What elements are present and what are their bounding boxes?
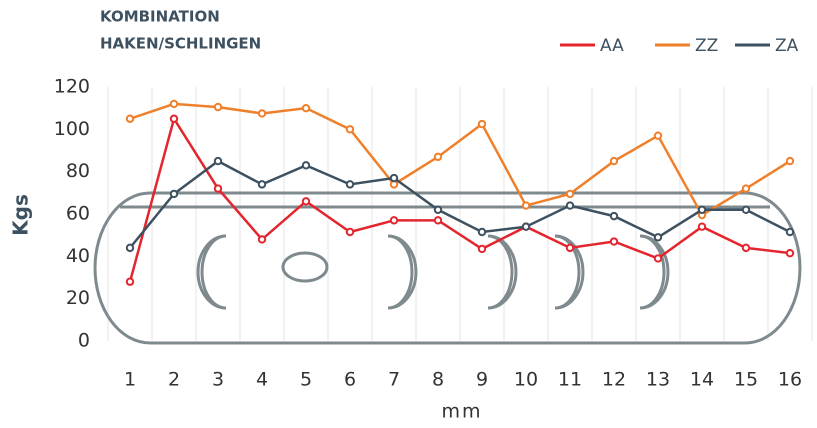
legend-label: ZA — [775, 36, 799, 56]
x-tick-label: 8 — [432, 369, 444, 391]
x-tick-label: 2 — [168, 369, 180, 391]
data-point — [259, 110, 265, 116]
data-point — [743, 245, 749, 251]
data-point — [611, 158, 617, 164]
y-tick-label: 120 — [54, 76, 90, 98]
legend-label: AA — [600, 36, 624, 56]
x-tick-label: 5 — [300, 369, 312, 391]
data-point — [435, 207, 441, 213]
data-point — [347, 126, 353, 132]
x-tick-label: 12 — [602, 369, 626, 391]
data-point — [215, 158, 221, 164]
data-point — [303, 162, 309, 168]
x-tick-label: 1 — [124, 369, 136, 391]
data-point — [479, 229, 485, 235]
data-point — [567, 191, 573, 197]
y-tick-label: 60 — [66, 203, 90, 225]
data-point — [523, 224, 529, 230]
y-tick-label: 100 — [54, 118, 90, 140]
data-point — [435, 154, 441, 160]
y-tick-label: 0 — [78, 330, 90, 352]
data-point — [259, 236, 265, 242]
data-point — [655, 132, 661, 138]
chart: 02040608010012012345678910111213141516mm… — [0, 0, 817, 428]
data-point — [787, 229, 793, 235]
data-point — [171, 116, 177, 122]
data-point — [347, 229, 353, 235]
data-point — [391, 175, 397, 181]
data-point — [611, 213, 617, 219]
data-point — [171, 191, 177, 197]
x-tick-label: 4 — [256, 369, 268, 391]
chart-title: KOMBINATION — [100, 8, 220, 26]
x-tick-label: 6 — [344, 369, 356, 391]
x-tick-label: 16 — [778, 369, 802, 391]
x-tick-label: 11 — [558, 369, 582, 391]
data-point — [743, 185, 749, 191]
data-point — [479, 121, 485, 127]
data-point — [127, 245, 133, 251]
data-point — [523, 202, 529, 208]
data-point — [127, 116, 133, 122]
data-point — [611, 238, 617, 244]
chart-title: HAKEN/SCHLINGEN — [100, 35, 261, 53]
data-point — [259, 181, 265, 187]
x-tick-label: 3 — [212, 369, 224, 391]
x-tick-label: 7 — [388, 369, 400, 391]
y-tick-label: 20 — [66, 287, 90, 309]
data-point — [655, 255, 661, 261]
data-point — [127, 279, 133, 285]
data-point — [347, 181, 353, 187]
x-axis-label: mm — [441, 401, 482, 423]
data-point — [303, 105, 309, 111]
y-tick-label: 40 — [66, 245, 90, 267]
x-tick-label: 10 — [514, 369, 538, 391]
x-tick-label: 13 — [646, 369, 670, 391]
data-point — [699, 224, 705, 230]
data-point — [787, 158, 793, 164]
y-axis-label: Kgs — [9, 194, 33, 236]
data-point — [479, 246, 485, 252]
data-point — [743, 207, 749, 213]
data-point — [655, 234, 661, 240]
data-point — [567, 202, 573, 208]
x-tick-label: 9 — [476, 369, 488, 391]
y-tick-label: 80 — [66, 160, 90, 182]
data-point — [567, 245, 573, 251]
data-point — [171, 101, 177, 107]
data-point — [215, 185, 221, 191]
data-point — [699, 207, 705, 213]
data-point — [787, 250, 793, 256]
data-point — [391, 217, 397, 223]
data-point — [303, 198, 309, 204]
x-tick-label: 14 — [690, 369, 714, 391]
legend-label: ZZ — [695, 36, 718, 56]
data-point — [215, 104, 221, 110]
x-tick-label: 15 — [734, 369, 758, 391]
data-point — [435, 217, 441, 223]
